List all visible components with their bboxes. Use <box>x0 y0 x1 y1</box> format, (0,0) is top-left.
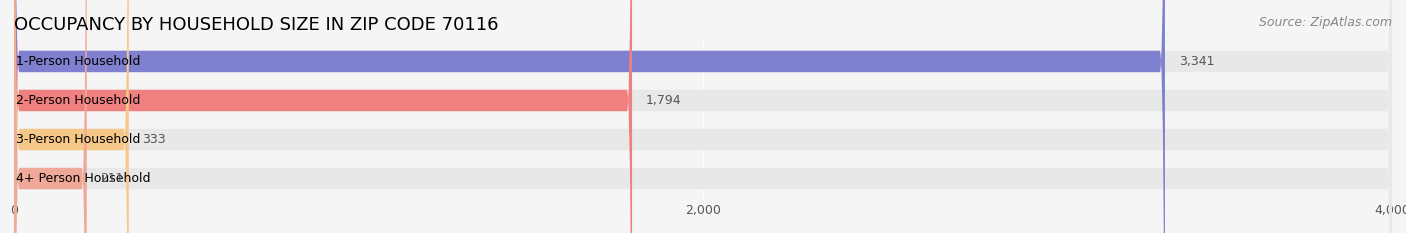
FancyBboxPatch shape <box>14 0 1392 233</box>
Text: 4+ Person Household: 4+ Person Household <box>15 172 150 185</box>
FancyBboxPatch shape <box>14 0 1166 233</box>
Text: 211: 211 <box>100 172 124 185</box>
Text: 1-Person Household: 1-Person Household <box>15 55 141 68</box>
FancyBboxPatch shape <box>14 0 87 233</box>
FancyBboxPatch shape <box>14 0 129 233</box>
FancyBboxPatch shape <box>14 0 1392 233</box>
Text: 2-Person Household: 2-Person Household <box>15 94 141 107</box>
Text: 1,794: 1,794 <box>645 94 682 107</box>
Text: 3-Person Household: 3-Person Household <box>15 133 141 146</box>
FancyBboxPatch shape <box>14 0 1392 233</box>
Text: OCCUPANCY BY HOUSEHOLD SIZE IN ZIP CODE 70116: OCCUPANCY BY HOUSEHOLD SIZE IN ZIP CODE … <box>14 16 499 34</box>
Text: 333: 333 <box>142 133 166 146</box>
FancyBboxPatch shape <box>14 0 633 233</box>
Text: 3,341: 3,341 <box>1178 55 1215 68</box>
Text: Source: ZipAtlas.com: Source: ZipAtlas.com <box>1258 16 1392 29</box>
FancyBboxPatch shape <box>14 0 1392 233</box>
